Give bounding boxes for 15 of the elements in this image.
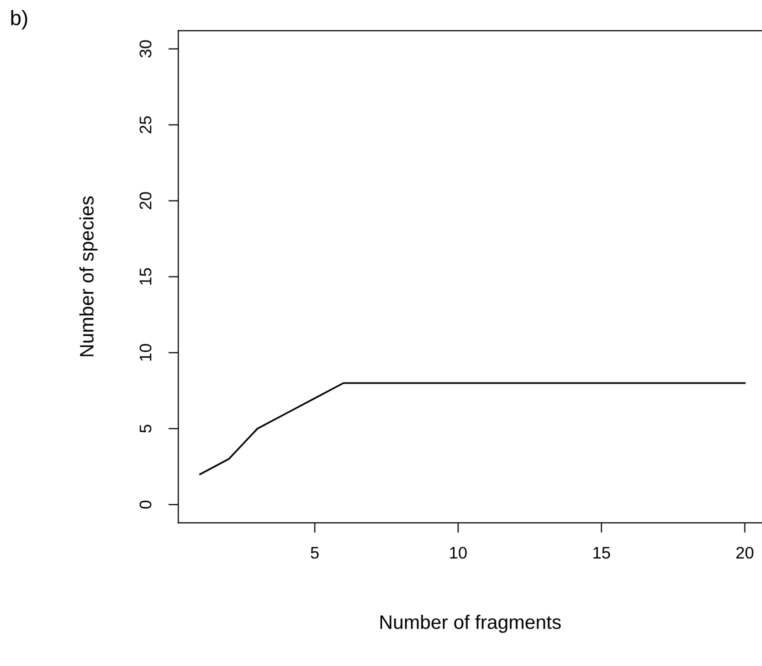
y-tick-label: 20: [140, 192, 152, 210]
x-axis-title: Number of fragments: [380, 614, 561, 633]
y-tick-label: 5: [140, 424, 152, 433]
y-tick-label: 25: [140, 116, 152, 134]
x-tick-label: 20: [736, 546, 754, 559]
line-series: [199, 382, 746, 476]
y-tick-label: 10: [140, 344, 152, 361]
y-tick-label: 15: [140, 268, 152, 285]
x-tick-label: 15: [593, 547, 610, 559]
y-tick-label: 30: [140, 40, 152, 58]
x-tick-label: 10: [450, 546, 467, 559]
y-tick-label: 0: [140, 500, 152, 509]
x-tick-label: 5: [310, 547, 319, 559]
text: b): [11, 10, 28, 30]
y-axis-title: Number of species: [79, 196, 98, 356]
